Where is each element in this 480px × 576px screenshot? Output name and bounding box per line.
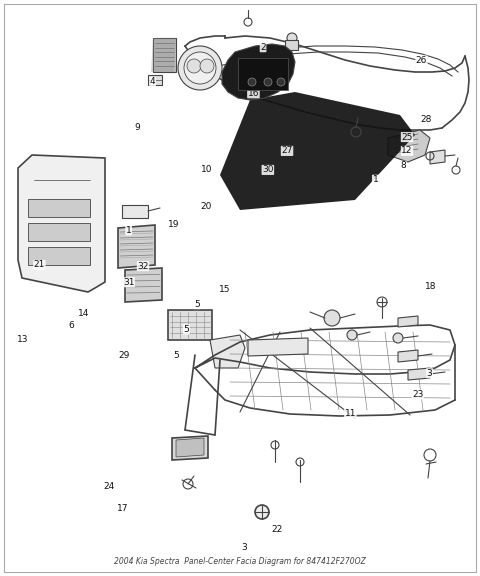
Circle shape <box>248 78 256 86</box>
Text: 22: 22 <box>272 525 283 535</box>
Text: 28: 28 <box>420 115 432 124</box>
Polygon shape <box>118 225 155 268</box>
Circle shape <box>255 505 269 519</box>
Polygon shape <box>28 199 90 217</box>
Text: 5: 5 <box>174 351 180 361</box>
Text: 21: 21 <box>34 260 45 270</box>
Polygon shape <box>238 58 288 90</box>
Text: 15: 15 <box>219 285 230 294</box>
Polygon shape <box>18 155 105 292</box>
Circle shape <box>264 78 272 86</box>
Text: 11: 11 <box>345 409 356 418</box>
Text: 6: 6 <box>68 321 74 330</box>
Text: 2: 2 <box>260 43 266 52</box>
Text: 3: 3 <box>427 369 432 378</box>
Polygon shape <box>398 316 418 327</box>
Text: 26: 26 <box>416 56 427 65</box>
Polygon shape <box>430 150 445 164</box>
Text: 30: 30 <box>262 165 274 175</box>
Text: 1: 1 <box>126 226 132 235</box>
Polygon shape <box>222 44 295 100</box>
Polygon shape <box>122 205 148 218</box>
Text: 23: 23 <box>412 390 423 399</box>
Text: 8: 8 <box>400 161 406 170</box>
Text: 32: 32 <box>137 262 149 271</box>
Circle shape <box>393 333 403 343</box>
Polygon shape <box>285 40 298 50</box>
Polygon shape <box>153 38 176 72</box>
Text: 27: 27 <box>281 146 293 156</box>
Polygon shape <box>210 335 245 368</box>
Circle shape <box>324 310 340 326</box>
Text: 5: 5 <box>194 300 200 309</box>
Text: 18: 18 <box>425 282 437 291</box>
Polygon shape <box>28 247 90 265</box>
Text: 7: 7 <box>279 73 285 82</box>
Text: 19: 19 <box>168 220 180 229</box>
Text: 14: 14 <box>78 309 90 319</box>
Polygon shape <box>398 350 418 362</box>
Text: 4: 4 <box>150 77 156 86</box>
Text: 1: 1 <box>372 175 378 184</box>
Circle shape <box>277 78 285 86</box>
Text: 9: 9 <box>134 123 140 132</box>
Text: 2004 Kia Spectra  Panel-Center Facia Diagram for 847412F270OZ: 2004 Kia Spectra Panel-Center Facia Diag… <box>114 557 366 566</box>
Circle shape <box>287 33 297 43</box>
Circle shape <box>187 59 201 73</box>
Text: 12: 12 <box>401 146 413 156</box>
Polygon shape <box>168 310 212 340</box>
Polygon shape <box>151 38 176 72</box>
Text: 29: 29 <box>118 351 130 361</box>
Circle shape <box>184 52 216 84</box>
Text: 20: 20 <box>201 202 212 211</box>
Text: 16: 16 <box>248 89 259 98</box>
Polygon shape <box>248 338 308 356</box>
Text: 13: 13 <box>17 335 29 344</box>
Text: 3: 3 <box>241 543 247 552</box>
Polygon shape <box>220 92 415 210</box>
Circle shape <box>347 330 357 340</box>
Polygon shape <box>388 130 430 162</box>
Polygon shape <box>125 268 162 302</box>
Polygon shape <box>28 223 90 241</box>
Text: 24: 24 <box>104 482 115 491</box>
Text: 17: 17 <box>117 503 128 513</box>
Circle shape <box>178 46 222 90</box>
Polygon shape <box>172 436 208 460</box>
Circle shape <box>200 59 214 73</box>
Polygon shape <box>176 438 204 457</box>
Text: 25: 25 <box>401 132 413 142</box>
Text: 31: 31 <box>123 278 134 287</box>
Polygon shape <box>148 75 162 85</box>
Text: 10: 10 <box>201 165 212 175</box>
Polygon shape <box>408 368 430 380</box>
Text: 5: 5 <box>183 325 189 334</box>
